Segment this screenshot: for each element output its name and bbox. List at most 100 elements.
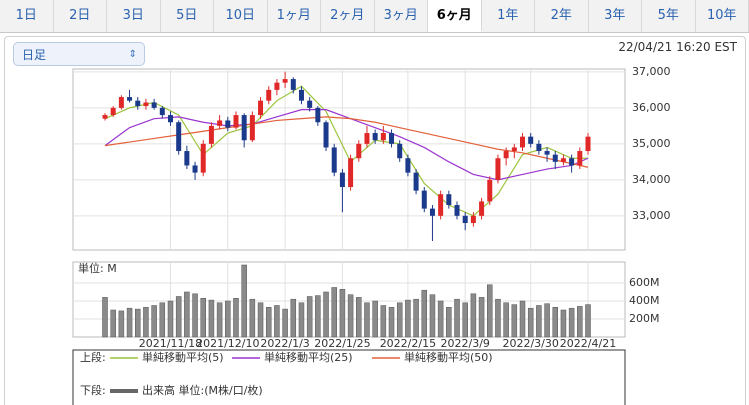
candle-body [348, 158, 354, 188]
legend-entry: 単純移動平均(25) [264, 350, 353, 364]
candle-body [528, 136, 534, 144]
volume-bar [225, 300, 231, 338]
candle-body [143, 102, 149, 107]
candle-body [241, 115, 247, 141]
candle-body [372, 133, 378, 141]
volume-bar [306, 296, 313, 338]
select-text: 日足 [22, 48, 47, 62]
legend-entry: 単純移動平均(50) [404, 350, 493, 364]
volume-bar [544, 303, 550, 338]
volume-bar [216, 302, 223, 338]
volume-bar [257, 302, 264, 338]
period-tab[interactable]: 2日 [54, 0, 107, 32]
x-tick-label: 2022/3/9 [441, 337, 490, 350]
candle-body [470, 215, 476, 224]
period-tab[interactable]: 10日 [214, 0, 268, 32]
candle-body [208, 125, 214, 144]
volume-bar [102, 297, 108, 338]
candle-body [176, 122, 182, 152]
period-tab[interactable]: 1ヶ月 [268, 0, 321, 32]
volume-bar [110, 309, 116, 338]
y-tick-label: 600M [629, 276, 660, 289]
candle-body [315, 107, 321, 123]
candle-body [118, 97, 124, 108]
period-tab[interactable]: 2年 [535, 0, 589, 32]
candle-body [127, 97, 133, 101]
candle-body [151, 102, 157, 108]
volume-bar [331, 287, 337, 338]
candle-body [233, 115, 239, 128]
select-arrow: ⇕ [128, 49, 137, 60]
candle-body [307, 100, 313, 108]
candle-body [200, 143, 206, 173]
volume-bar [134, 308, 141, 338]
legend-entry: 単純移動平均(5) [142, 350, 224, 364]
candle-body [167, 115, 173, 123]
candle-body [413, 172, 419, 191]
volume-bar [380, 305, 387, 338]
period-tab[interactable]: 3ヶ月 [375, 0, 428, 32]
y-tick-label: 200M [629, 312, 660, 325]
candle-body [495, 158, 501, 180]
period-tab[interactable]: 6ヶ月 [428, 0, 482, 32]
candle-body [397, 143, 403, 159]
candle-body [364, 133, 370, 144]
period-tab[interactable]: 1日 [0, 0, 54, 32]
volume-bar [241, 264, 247, 338]
period-tab[interactable]: 3年 [589, 0, 642, 32]
candle-body [511, 147, 517, 152]
volume-bar [429, 294, 436, 338]
volume-bar [274, 305, 280, 338]
period-tab[interactable]: 3日 [107, 0, 161, 32]
volume-bar [470, 293, 477, 338]
period-tab[interactable]: 5日 [161, 0, 214, 32]
x-tick-label: 2021/12/10 [196, 337, 259, 350]
candle-body [217, 120, 223, 126]
candle-body [438, 194, 444, 216]
volume-bar [568, 307, 575, 338]
candle-body [266, 89, 272, 101]
candle-body [282, 79, 288, 83]
y-tick-label: 400M [629, 294, 660, 307]
x-tick-label: 2022/1/3 [260, 337, 309, 350]
x-tick-label: 2022/4/21 [560, 337, 616, 350]
volume-bar [560, 309, 567, 338]
candle-body [389, 133, 395, 144]
volume-bar [487, 284, 493, 338]
volume-bar [290, 298, 297, 338]
volume-bar [478, 297, 485, 338]
x-tick-label: 2022/3/30 [502, 337, 558, 350]
candle-body [429, 208, 435, 216]
x-tick-label: 2022/2/15 [380, 337, 436, 350]
volume-bar [159, 302, 166, 338]
period-tab[interactable]: 5年 [642, 0, 696, 32]
volume-bar [208, 299, 215, 338]
volume-bar [282, 308, 288, 338]
candle-body [585, 136, 591, 152]
candle-body [487, 179, 493, 202]
period-tab[interactable]: 2ヶ月 [321, 0, 375, 32]
volume-bar [233, 298, 239, 338]
volume-bar [372, 300, 378, 338]
volume-bar [184, 291, 190, 338]
volume-bar [446, 307, 452, 338]
period-tab[interactable]: 1年 [482, 0, 535, 32]
legend-box [72, 349, 626, 405]
volume-bar [347, 294, 354, 338]
volume-bar [339, 289, 346, 338]
volume-bar [315, 295, 321, 338]
volume-bar [265, 307, 272, 338]
interval-select[interactable]: 日足 ⇕ [13, 42, 145, 66]
candle-body [290, 79, 296, 90]
volume-bar [151, 305, 157, 338]
x-tick-label: 2021/11/18 [139, 337, 202, 350]
volume-bar [396, 302, 403, 338]
candle-body [184, 151, 190, 166]
volume-bar [454, 298, 460, 338]
candle-body [274, 82, 280, 90]
volume-bar [192, 293, 198, 338]
candle-body [421, 190, 427, 209]
y-tick-label: 34,000 [632, 173, 671, 186]
volume-bar [175, 296, 182, 338]
